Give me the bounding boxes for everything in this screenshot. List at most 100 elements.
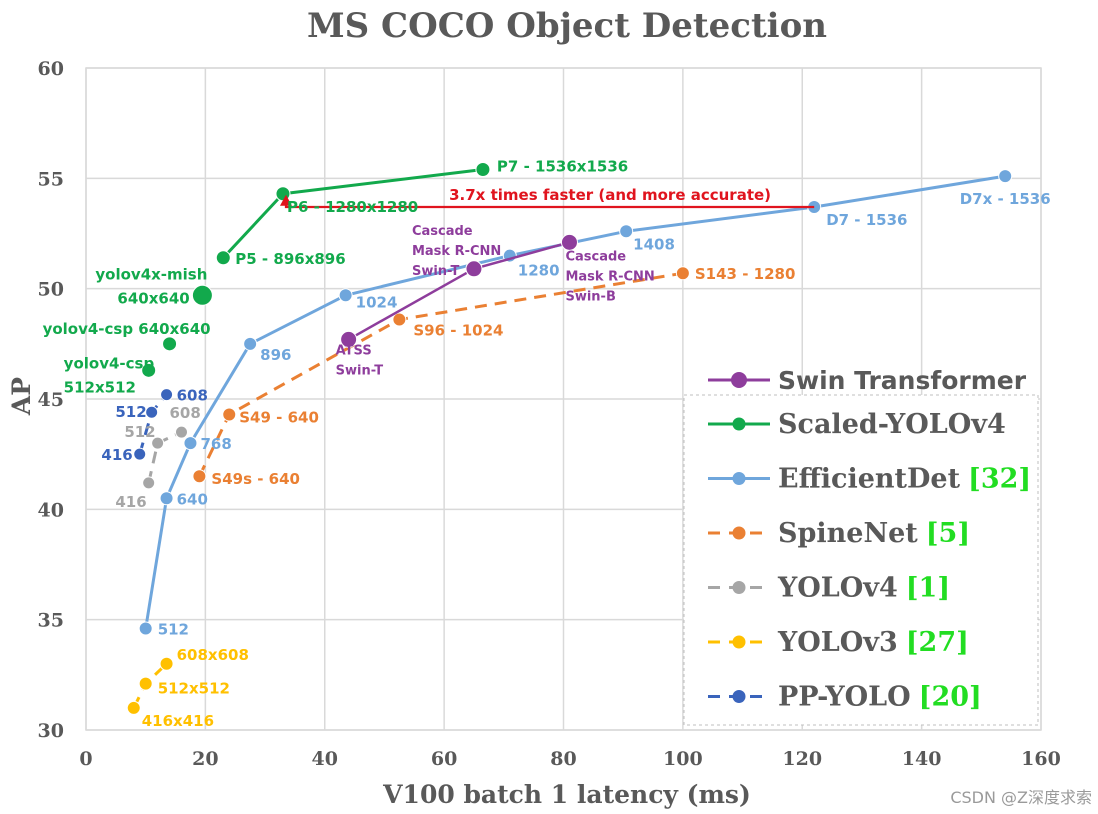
data-label: 512x512 [158,680,230,698]
legend-label: SpineNet [778,518,918,549]
data-point-swin [340,330,358,348]
data-label: S96 - 1024 [413,322,503,340]
legend-item-scaled: Scaled-YOLOv4 [708,409,1006,440]
data-point-yolov3 [126,700,141,715]
data-point-yolov4 [151,436,165,450]
data-label: S49 - 640 [239,408,319,426]
data-label: 640 [177,490,208,508]
data-label: P6 - 1280x1280 [287,198,418,216]
data-label: 416 [115,493,146,511]
y-tick-label: 50 [38,279,64,301]
annotation-text: 3.7x times faster (and more accurate) [449,186,771,204]
legend-marker [731,372,747,388]
data-point-extra [191,284,213,306]
legend-ref: [32] [968,464,1031,495]
data-label: yolov4-csp 640x640 [43,320,211,338]
legend-label: EfficientDet [778,464,961,495]
data-point-ppyolo [145,405,159,419]
data-point-spinenet [675,266,690,281]
data-point-effdet [619,224,634,239]
data-label: 512 [124,423,155,441]
series-ppyolo [133,388,174,461]
data-label: 896 [260,346,291,364]
x-tick-label: 80 [550,748,576,770]
legend-marker [732,635,746,649]
data-label: ATSS Swin-T [336,343,384,378]
data-point-effdet [183,436,198,451]
x-tick-label: 100 [663,748,703,770]
series-scaled [215,162,491,266]
series-layer [126,162,1013,715]
data-point-swin [465,260,483,278]
series-scaled-extra [141,284,213,378]
y-tick-label: 35 [38,610,64,632]
data-label: 416x416 [142,712,214,730]
legend-box [683,394,1039,726]
chart-title: MS COCO Object Detection [307,6,827,46]
data-label: 608x608 [177,646,249,664]
data-point-effdet [159,491,174,506]
data-point-spinenet [192,469,207,484]
legend-item-swin: Swin Transformer [708,366,1027,395]
legend-label: YOLOv4 [777,573,898,604]
series-yolov3 [126,656,174,715]
x-tick-label: 160 [1021,748,1061,770]
data-label: 1280 [518,262,560,280]
x-tick-label: 0 [79,748,92,770]
data-label: yolov4x-mish 640x640 [95,265,207,307]
x-tick-labels: 0 20 40 60 80 100 120 140 160 [79,748,1060,770]
data-point-effdet [998,169,1013,184]
data-point-ppyolo [160,388,174,402]
data-label: S49s - 640 [211,470,300,488]
data-label: 416 [101,446,132,464]
label-layer: 416x416 512x512 608x608 416 512 608 416 512 608 S… [43,158,1051,730]
data-point-spinenet [392,312,407,327]
data-point-yolov4 [142,476,156,490]
x-tick-label: 140 [902,748,942,770]
legend-ref: [5] [926,518,970,549]
x-tick-label: 60 [431,748,457,770]
legend-marker [732,581,746,594]
data-point-yolov3 [138,676,153,691]
data-point-extra [162,336,178,352]
y-axis-title: AP [7,377,36,416]
x-axis-title: V100 batch 1 latency (ms) [382,780,751,809]
y-tick-label: 30 [38,720,64,742]
y-tick-label: 40 [38,499,64,521]
data-point-effdet [138,621,153,636]
data-point-scaled [475,162,491,178]
data-label: 512 [115,403,146,421]
legend: Swin Transformer Scaled-YOLOv4 EfficientDe… [683,366,1039,726]
legend-label: YOLOv3 [777,627,898,658]
series-effdet [138,169,1013,636]
legend-item-spinenet: SpineNet [5] [708,518,970,549]
legend-item-yolov3: YOLOv3 [27] [708,627,969,658]
x-tick-label: 20 [192,748,218,770]
data-point-extra [141,362,157,378]
data-label: P7 - 1536x1536 [497,158,628,176]
x-tick-label: 120 [782,748,822,770]
legend-label: Scaled-YOLOv4 [778,409,1006,440]
series-line-spinenet [198,271,684,477]
data-label: P5 - 896x896 [235,250,345,268]
data-point-yolov4 [175,425,188,439]
data-label: D7x - 1536 [960,190,1051,208]
data-point-ppyolo [133,447,147,461]
series-yolov4 [142,425,188,490]
data-label: 608 [170,404,201,422]
y-tick-label: 60 [38,58,64,80]
data-point-swin [560,233,578,251]
data-label: D7 - 1536 [826,211,907,229]
data-label: 608 [177,387,208,405]
y-tick-label: 55 [38,168,64,190]
legend-ref: [27] [906,627,969,658]
legend-label: PP-YOLO [778,682,911,713]
data-point-spinenet [222,407,237,422]
watermark: CSDN @Z深度求索 [950,788,1092,807]
legend-ref: [1] [906,573,950,604]
data-label: 768 [200,435,231,453]
y-tick-label: 45 [38,389,64,411]
legend-item-yolov4: YOLOv4 [1] [708,573,950,604]
data-label: 512 [158,620,189,638]
